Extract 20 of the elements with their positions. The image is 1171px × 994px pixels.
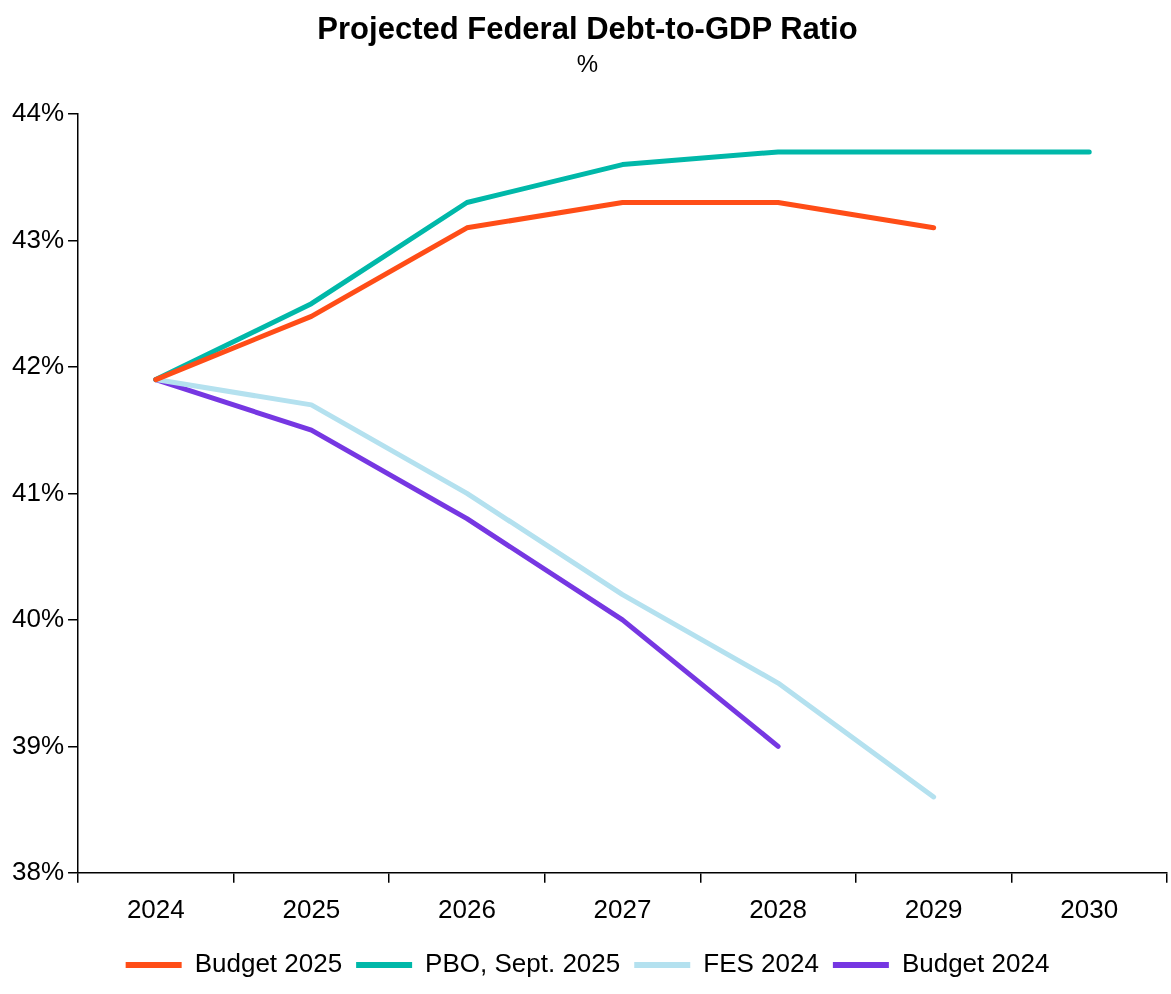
- y-tick-label: 41%: [11, 476, 65, 507]
- y-tick-label: 43%: [11, 223, 65, 254]
- chart-title: Projected Federal Debt-to-GDP Ratio: [317, 11, 858, 47]
- x-tick-label: 2027: [593, 893, 652, 924]
- chart-subtitle: %: [576, 50, 599, 78]
- y-tick-label: 39%: [11, 729, 65, 760]
- legend-label: PBO, Sept. 2025: [425, 948, 621, 979]
- x-tick-label: 2028: [749, 893, 808, 924]
- y-tick-label: 42%: [11, 350, 65, 381]
- x-tick-label: 2030: [1060, 893, 1119, 924]
- legend-label: FES 2024: [703, 948, 819, 979]
- legend-label: Budget 2024: [901, 948, 1050, 979]
- x-tick-label: 2024: [126, 893, 185, 924]
- x-tick-label: 2025: [282, 893, 341, 924]
- x-tick-label: 2026: [438, 893, 496, 924]
- y-tick-label: 38%: [11, 855, 65, 886]
- y-tick-label: 44%: [11, 97, 65, 128]
- legend-label: Budget 2025: [194, 948, 343, 979]
- y-tick-label: 40%: [11, 603, 65, 634]
- x-tick-label: 2029: [904, 893, 963, 924]
